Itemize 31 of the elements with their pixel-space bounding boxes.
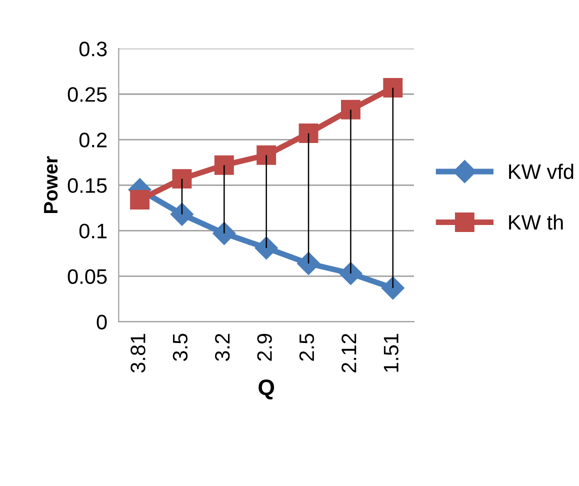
point xyxy=(130,190,150,210)
x-tick-label: 1.51 xyxy=(384,334,398,372)
point xyxy=(172,169,192,189)
x-axis-title: Q xyxy=(258,380,274,400)
point xyxy=(254,236,278,260)
point xyxy=(214,155,234,175)
legend-label: KW th xyxy=(509,214,563,230)
x-tick-label: 3.5 xyxy=(172,334,188,362)
point xyxy=(339,262,362,285)
y-tick-label: 0.15 xyxy=(68,178,107,193)
x-tick-label: 2.5 xyxy=(299,334,314,361)
x-tick-label: 2.9 xyxy=(257,334,272,361)
y-tick-label: 0.3 xyxy=(79,42,107,56)
point xyxy=(298,124,318,143)
point xyxy=(383,78,403,98)
y-axis-title: Power xyxy=(44,156,58,214)
y-tick-label: 0.2 xyxy=(79,132,107,148)
legend-label: KW vfd xyxy=(509,164,574,180)
x-tick-label: 3.81 xyxy=(130,334,146,373)
x-tick-label: 3.2 xyxy=(214,334,230,362)
point xyxy=(297,252,320,275)
x-tick-label: 2.12 xyxy=(342,334,356,372)
y-tick-label: 0.25 xyxy=(68,87,107,102)
y-tick-label: 0.05 xyxy=(68,269,107,284)
y-tick-label: 0 xyxy=(96,314,107,330)
point xyxy=(212,222,236,245)
point xyxy=(381,276,404,300)
point xyxy=(170,202,194,226)
point xyxy=(340,100,360,120)
point xyxy=(256,145,276,165)
y-tick-label: 0.1 xyxy=(79,224,107,238)
